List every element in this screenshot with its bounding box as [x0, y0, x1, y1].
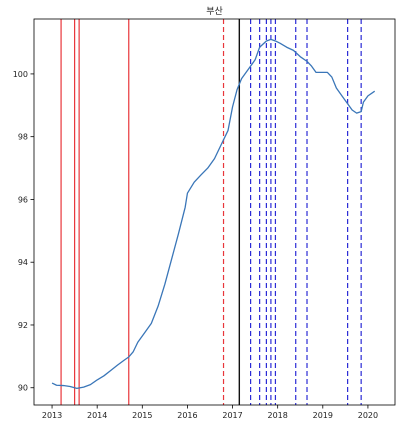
x-tick-label: 2017 — [222, 411, 242, 420]
x-tick-label: 2015 — [132, 411, 152, 420]
x-tick-label: 2018 — [267, 411, 287, 420]
y-tick-label: 98 — [18, 133, 28, 142]
x-tick-label: 2019 — [313, 411, 333, 420]
y-tick-label: 96 — [18, 195, 28, 204]
chart-title: 부산 — [206, 6, 223, 17]
y-tick-label: 92 — [18, 321, 28, 330]
x-tick-label: 2013 — [42, 411, 62, 420]
y-tick-label: 94 — [18, 258, 28, 267]
y-tick-label: 100 — [13, 70, 28, 79]
x-tick-label: 2016 — [177, 411, 197, 420]
x-tick-label: 2020 — [358, 411, 378, 420]
y-tick-label: 90 — [18, 384, 28, 393]
x-tick-label: 2014 — [87, 411, 107, 420]
